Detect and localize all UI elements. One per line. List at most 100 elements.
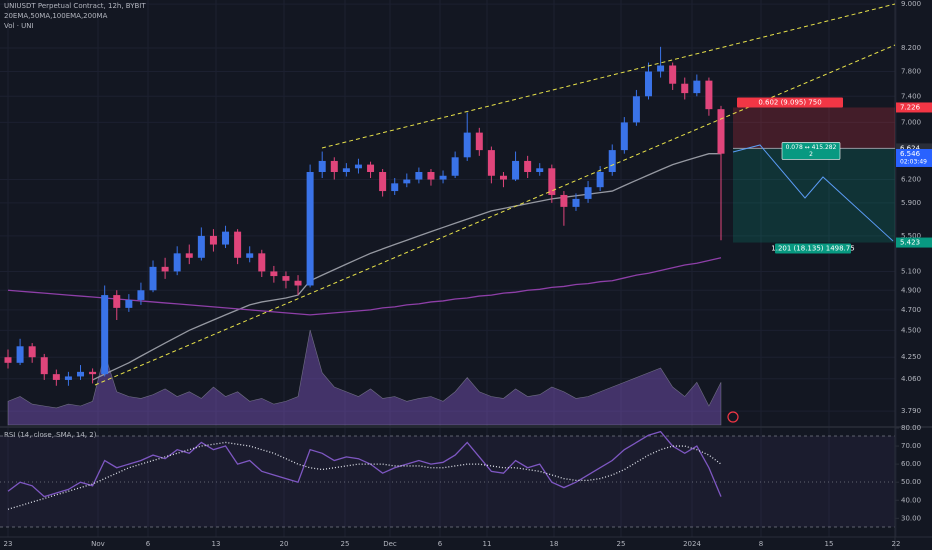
candle-body	[330, 160, 338, 173]
candle-body	[620, 122, 628, 151]
candle-body	[149, 266, 157, 291]
time-tick-label: 11	[483, 540, 492, 548]
volume-area	[7, 329, 722, 426]
candle-body	[113, 295, 121, 308]
price-tick-label: 5.100	[901, 267, 921, 275]
stop-label-bg	[737, 97, 843, 108]
target-label-bg	[775, 243, 851, 254]
chart-title: UNIUSDT Perpetual Contract, 12h, BYBIT	[4, 2, 146, 10]
candle-body	[185, 253, 193, 258]
candle-body	[657, 65, 665, 72]
candle-body	[391, 183, 399, 192]
rsi-tick-label: 40.00	[901, 496, 921, 504]
price-tick-label: 7.400	[901, 92, 921, 100]
time-tick-label: Dec	[383, 540, 397, 548]
candle-body	[427, 172, 435, 180]
time-tick-label: 18	[550, 540, 559, 548]
candle-body	[487, 150, 495, 176]
candle-body	[197, 235, 205, 258]
time-tick-label: 6	[438, 540, 443, 548]
rsi-tick-label: 50.00	[901, 478, 921, 486]
candle-body	[318, 160, 326, 173]
stop-zone	[733, 107, 895, 149]
price-tick-label: 4.900	[901, 286, 921, 294]
candle-body	[234, 231, 242, 258]
time-tick-label: 20	[280, 540, 289, 548]
candle-body	[439, 175, 447, 180]
countdown-label: 02:03:49	[900, 158, 927, 165]
candle-body	[125, 299, 133, 308]
candle-body	[463, 132, 471, 158]
volume-layer	[7, 329, 722, 426]
candle-body	[306, 172, 314, 286]
candle-body	[548, 168, 556, 195]
price-tick-label: 3.790	[901, 407, 921, 415]
candle-body	[608, 150, 616, 173]
candle-body	[342, 168, 350, 173]
candle-body	[270, 271, 278, 277]
candle-body	[64, 376, 72, 380]
rsi-band	[0, 436, 895, 527]
time-tick-label: 8	[759, 540, 763, 548]
candle-body	[560, 194, 568, 207]
candle-body	[681, 83, 689, 94]
candle-body	[451, 157, 459, 176]
price-tick-label: 7.000	[901, 118, 921, 126]
price-tick-label: 4.700	[901, 306, 921, 314]
candle-body	[294, 280, 302, 286]
candle-body	[379, 172, 387, 192]
candle-body	[28, 346, 36, 358]
price-tick-label: 6.200	[901, 176, 921, 184]
candle-body	[524, 160, 532, 173]
candle-body	[222, 231, 230, 245]
candle-body	[161, 266, 169, 272]
position-layer	[733, 107, 895, 243]
candle-body	[669, 65, 677, 84]
candle-body	[354, 164, 362, 169]
candle-body	[89, 371, 97, 375]
moving-average-line	[92, 153, 721, 381]
rsi-tick-label: 80.00	[901, 424, 921, 432]
target-label: 1.201 (18.135) 1498.75	[771, 245, 854, 253]
price-marker-label: 7.226	[900, 103, 921, 111]
candle-body	[367, 164, 375, 173]
candle-body	[16, 346, 24, 363]
event-icon[interactable]	[727, 411, 739, 423]
price-marker-bg	[896, 102, 932, 113]
candle-body	[40, 357, 48, 375]
candle-body	[77, 371, 85, 377]
stop-label: 0.602 (9.095) 750	[758, 98, 821, 106]
grid	[0, 0, 897, 537]
candle-body	[717, 109, 725, 154]
price-marker-label: 5.423	[900, 239, 920, 247]
candle-body	[246, 253, 254, 258]
time-tick-label: 13	[212, 540, 221, 548]
target-zone	[733, 148, 895, 243]
candle-body	[282, 276, 290, 281]
candle-body	[705, 80, 713, 110]
time-tick-label: 25	[617, 540, 626, 548]
candle-body	[475, 132, 483, 151]
candle-body	[4, 357, 12, 363]
candle-body	[209, 235, 217, 245]
time-tick-label: Nov	[91, 540, 105, 548]
candle-body	[258, 253, 266, 272]
candle-body	[596, 172, 604, 188]
indicator-legend: 20EMA,50MA,100EMA,200MA	[4, 12, 108, 20]
price-tick-label: 4.250	[901, 353, 921, 361]
price-marker-label: 6.624	[900, 144, 921, 152]
price-tick-label: 7.800	[901, 68, 921, 76]
price-marker-bg	[896, 237, 932, 248]
candle-body	[632, 96, 640, 123]
candle-body	[693, 80, 701, 94]
time-tick-label: 22	[892, 540, 901, 548]
time-tick-label: 23	[4, 540, 13, 548]
rsi-line	[7, 430, 722, 498]
moving-average-line	[7, 257, 722, 316]
candle-body	[572, 198, 580, 207]
time-tick-label: 2024	[683, 540, 701, 548]
price-tick-label: 5.900	[901, 199, 921, 207]
candle-body	[101, 295, 109, 375]
volume-legend: Vol · UNI	[4, 22, 34, 30]
